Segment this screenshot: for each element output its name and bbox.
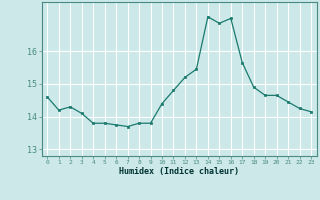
X-axis label: Humidex (Indice chaleur): Humidex (Indice chaleur) [119,167,239,176]
